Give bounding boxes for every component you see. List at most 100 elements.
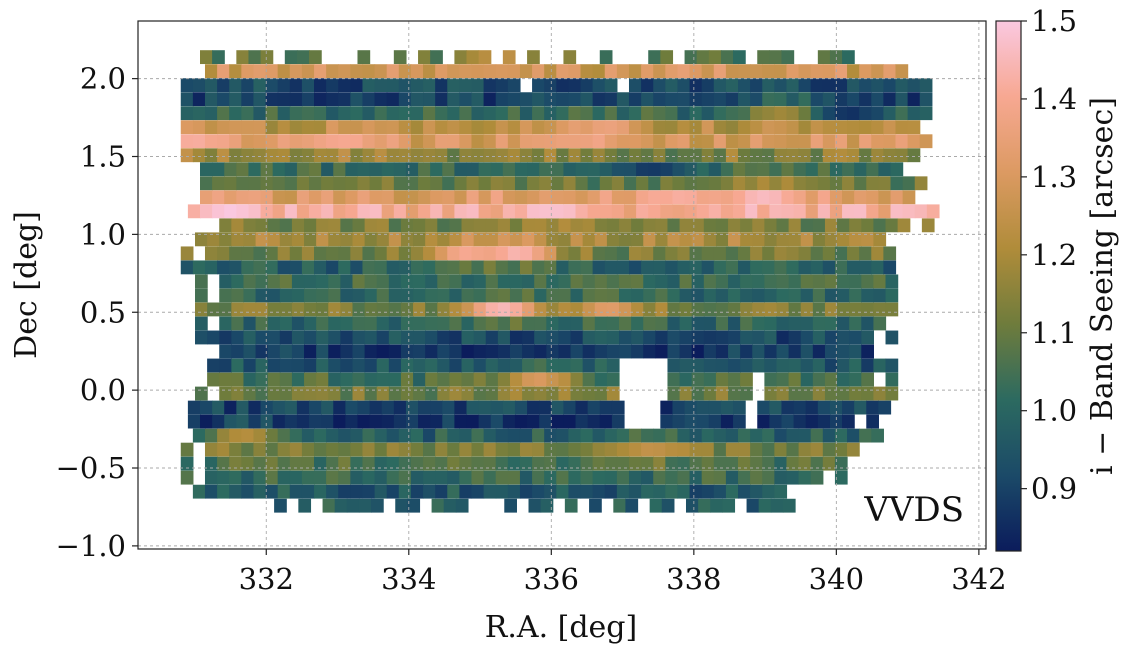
heatmap-cell [878, 176, 891, 190]
heatmap-cell [217, 485, 230, 499]
heatmap-cell [583, 317, 596, 331]
heatmap-cell [617, 106, 630, 120]
heatmap-cell [534, 373, 547, 387]
heatmap-cell [636, 204, 649, 218]
heatmap-cell [418, 176, 431, 190]
heatmap-cell [665, 92, 678, 106]
heatmap-cell [680, 303, 693, 317]
heatmap-cell [181, 106, 194, 120]
heatmap-cell [593, 443, 606, 457]
heatmap-cell [401, 359, 414, 373]
heatmap-cell [297, 415, 310, 429]
heatmap-cell [219, 359, 232, 373]
heatmap-cell [653, 260, 666, 274]
heatmap-cell [298, 499, 311, 513]
heatmap-cell [520, 64, 533, 78]
heatmap-cell [835, 134, 848, 148]
heatmap-cell [665, 78, 678, 92]
heatmap-cell [302, 92, 315, 106]
heatmap-cell [314, 260, 327, 274]
heatmap-cell [229, 485, 242, 499]
heatmap-cell [544, 106, 557, 120]
heatmap-cell [607, 289, 620, 303]
heatmap-cell [449, 359, 462, 373]
heatmap-cell [435, 457, 448, 471]
heatmap-cell [387, 246, 400, 260]
heatmap-cell [534, 345, 547, 359]
heatmap-cell [370, 415, 383, 429]
heatmap-cell [801, 359, 814, 373]
heatmap-cell [883, 134, 896, 148]
heatmap-cell [750, 92, 763, 106]
heatmap-cell [726, 78, 739, 92]
heatmap-cell [316, 345, 329, 359]
heatmap-cell [362, 485, 375, 499]
heatmap-cell [394, 204, 407, 218]
heatmap-cell [861, 289, 874, 303]
heatmap-cell [769, 50, 782, 64]
heatmap-cell [527, 401, 540, 415]
heatmap-cell [776, 331, 789, 345]
heatmap-cell [459, 429, 472, 443]
heatmap-cell [508, 246, 521, 260]
heatmap-cell [195, 289, 208, 303]
heatmap-cell [345, 401, 358, 415]
heatmap-cell [583, 387, 596, 401]
heatmap-cell [292, 218, 305, 232]
heatmap-cell [811, 471, 824, 485]
heatmap-cell [377, 317, 390, 331]
heatmap-cell [789, 274, 802, 288]
heatmap-cell [617, 120, 630, 134]
heatmap-cell [527, 415, 540, 429]
heatmap-cell [774, 148, 787, 162]
heatmap-cell [290, 92, 303, 106]
heatmap-cell [861, 274, 874, 288]
heatmap-cell [593, 134, 606, 148]
heatmap-cell [411, 106, 424, 120]
heatmap-cell [702, 106, 715, 120]
heatmap-cell [544, 78, 557, 92]
heatmap-cell [740, 359, 753, 373]
heatmap-cell [544, 260, 557, 274]
heatmap-cell [484, 260, 497, 274]
heatmap-cell [866, 190, 879, 204]
heatmap-cell [726, 64, 739, 78]
heatmap-cell [873, 274, 886, 288]
heatmap-cell [425, 359, 438, 373]
heatmap-cell [593, 246, 606, 260]
heatmap-cell [503, 415, 516, 429]
heatmap-cell [510, 303, 523, 317]
heatmap-cell [595, 373, 608, 387]
heatmap-cell [459, 457, 472, 471]
heatmap-cell [474, 345, 487, 359]
heatmap-cell [401, 289, 414, 303]
heatmap-cell [401, 303, 414, 317]
heatmap-cell [556, 134, 569, 148]
heatmap-cell [920, 106, 933, 120]
heatmap-cell [859, 106, 872, 120]
heatmap-cell [835, 471, 848, 485]
heatmap-cell [515, 176, 528, 190]
heatmap-cell [702, 134, 715, 148]
heatmap-cell [593, 148, 606, 162]
heatmap-cell [462, 331, 475, 345]
heatmap-cell [508, 471, 521, 485]
x-tick-label: 338 [666, 562, 721, 596]
heatmap-cell [394, 190, 407, 204]
heatmap-cell [243, 387, 256, 401]
heatmap-cell [314, 485, 327, 499]
heatmap-cell [219, 331, 232, 345]
heatmap-cell [593, 64, 606, 78]
heatmap-cell [425, 373, 438, 387]
heatmap-cell [544, 148, 557, 162]
heatmap-cell [660, 204, 673, 218]
heatmap-cell [786, 457, 799, 471]
heatmap-cell [454, 176, 467, 190]
heatmap-cell [908, 106, 921, 120]
heatmap-cell [266, 457, 279, 471]
heatmap-cell [806, 415, 819, 429]
heatmap-cell [825, 359, 838, 373]
heatmap-cell [462, 373, 475, 387]
heatmap-cell [333, 162, 346, 176]
heatmap-cell [304, 289, 317, 303]
